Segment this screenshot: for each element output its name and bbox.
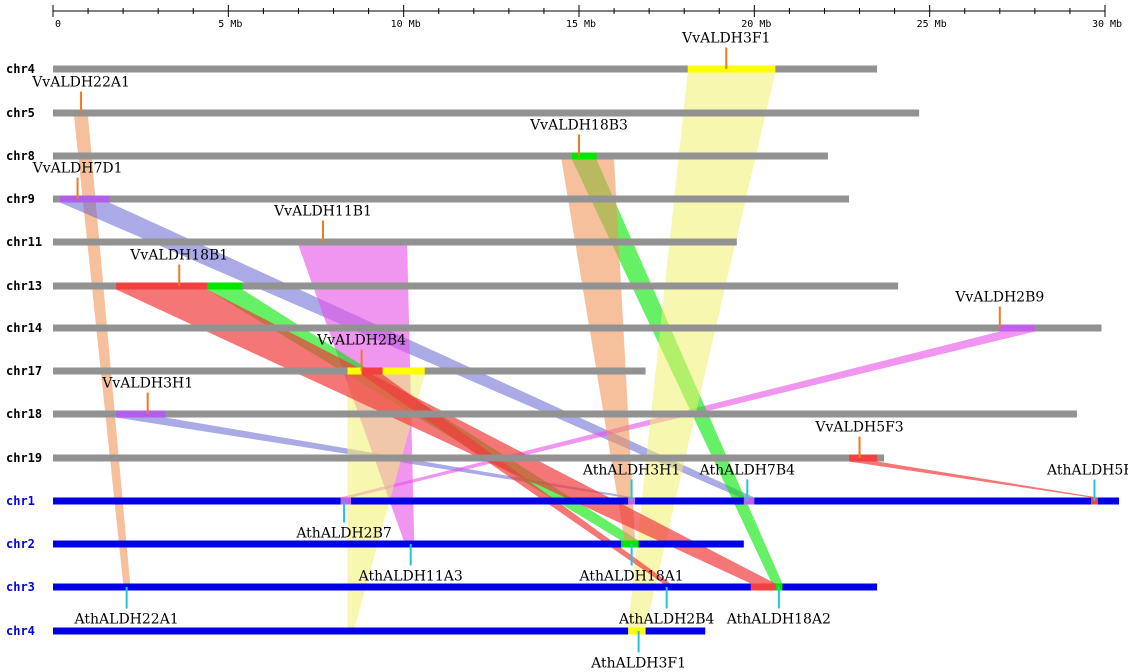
gene-block — [621, 540, 639, 548]
synteny-link — [74, 116, 131, 584]
axis-tick-label: 25 Mb — [917, 19, 947, 30]
synteny-link — [628, 72, 776, 628]
axis-tick-label: 0 — [55, 19, 61, 30]
gene-block — [750, 583, 776, 591]
gene-block — [116, 282, 208, 290]
gene-label: AthALDH3H1 — [582, 463, 680, 479]
chromosome-bar-a-chr3 — [53, 583, 878, 591]
gene-block — [361, 367, 383, 375]
gene-label: AthALDH18A1 — [579, 569, 684, 585]
gene-block — [628, 627, 646, 635]
axis-tick-label: 5 Mb — [218, 19, 242, 30]
chromosome-bar-a-chr2 — [53, 540, 744, 548]
axis-tick-label: 15 Mb — [566, 19, 596, 30]
gene-label: VvALDH2B4 — [316, 333, 406, 349]
chromosome-label-v-chr13: chr13 — [6, 279, 42, 293]
gene-label: VvALDH18B3 — [529, 118, 628, 134]
gene-block — [687, 65, 776, 73]
gene-block — [571, 152, 597, 160]
chromosome-label-a-chr4: chr4 — [6, 624, 35, 638]
chromosome-bar-v-chr19 — [53, 454, 885, 462]
gene-label: AthALDH2B7 — [295, 526, 391, 542]
gene-block — [60, 195, 110, 203]
gene-block — [999, 324, 1035, 332]
chromosome-label-v-chr18: chr18 — [6, 407, 42, 421]
chromosome-label-v-chr8: chr8 — [6, 149, 35, 163]
gene-markers: VvALDH3F1 VvALDH22A1 VvALDH18B3 VvALDH7D1 Vv… — [31, 31, 1128, 672]
axis-tick-label: 10 Mb — [391, 19, 421, 30]
axis-tick-label: 30 Mb — [1092, 19, 1122, 30]
chromosome-bar-v-chr4 — [53, 65, 878, 73]
chromosome-label-v-chr9: chr9 — [6, 192, 35, 206]
chromosome-bar-a-chr1 — [53, 497, 1120, 505]
chromosome-label-v-chr11: chr11 — [6, 235, 42, 249]
gene-label: VvALDH5F3 — [814, 420, 903, 436]
chromosome-label-v-chr19: chr19 — [6, 451, 42, 465]
gene-label: AthALDH3F1 — [590, 656, 686, 672]
chromosome-bar-v-chr11 — [53, 238, 737, 246]
chromosome-bar-a-chr4 — [53, 627, 706, 635]
gene-block — [347, 367, 425, 375]
gene-label: VvALDH3F1 — [681, 31, 770, 47]
chromosome-label-a-chr3: chr3 — [6, 580, 35, 594]
chromosome-bar-v-chr18 — [53, 410, 1077, 418]
gene-block — [116, 410, 166, 418]
chromosome-bar-v-chr13 — [53, 282, 899, 290]
synteny-link — [361, 374, 671, 584]
gene-block — [340, 497, 352, 505]
gene-label: VvALDH22A1 — [31, 75, 130, 91]
chromosome-bar-v-chr8 — [53, 152, 828, 160]
gene-block — [849, 454, 878, 462]
scale-axis: 0 5 Mb 10 Mb 15 Mb 20 Mb 25 Mb 30 Mb — [52, 5, 1122, 30]
gene-label: VvALDH3H1 — [101, 376, 193, 392]
synteny-link — [561, 159, 636, 541]
gene-label: AthALDH22A1 — [74, 612, 179, 628]
gene-label: AthALDH2B4 — [618, 612, 715, 628]
axis-tick-label: 20 Mb — [741, 19, 771, 30]
synteny-link — [116, 289, 776, 584]
gene-label: VvALDH2B9 — [954, 290, 1044, 306]
chromosome-label-a-chr2: chr2 — [6, 537, 35, 551]
gene-label: AthALDH18A2 — [726, 612, 831, 628]
chromosome-bar-v-chr9 — [53, 195, 850, 203]
synteny-link — [849, 461, 1098, 498]
gene-block — [743, 497, 755, 505]
gene-label: VvALDH11B1 — [273, 204, 372, 220]
chromosome-label-v-chr17: chr17 — [6, 364, 42, 378]
gene-label: AthALDH5F1 — [1046, 463, 1128, 479]
gene-label: VvALDH7D1 — [32, 161, 123, 177]
chromosome-label-v-chr14: chr14 — [6, 321, 42, 335]
chromosome-bar-v-chr5 — [53, 109, 920, 117]
chromosome-label-a-chr1: chr1 — [6, 494, 35, 508]
chromosome-bar-v-chr14 — [53, 324, 1102, 332]
gene-label: VvALDH18B1 — [129, 248, 228, 264]
gene-label: AthALDH7B4 — [699, 463, 796, 479]
gene-label: AthALDH11A3 — [358, 569, 463, 585]
chromosome-label-v-chr5: chr5 — [6, 106, 35, 120]
chromosome-label-v-chr4: chr4 — [6, 62, 35, 76]
